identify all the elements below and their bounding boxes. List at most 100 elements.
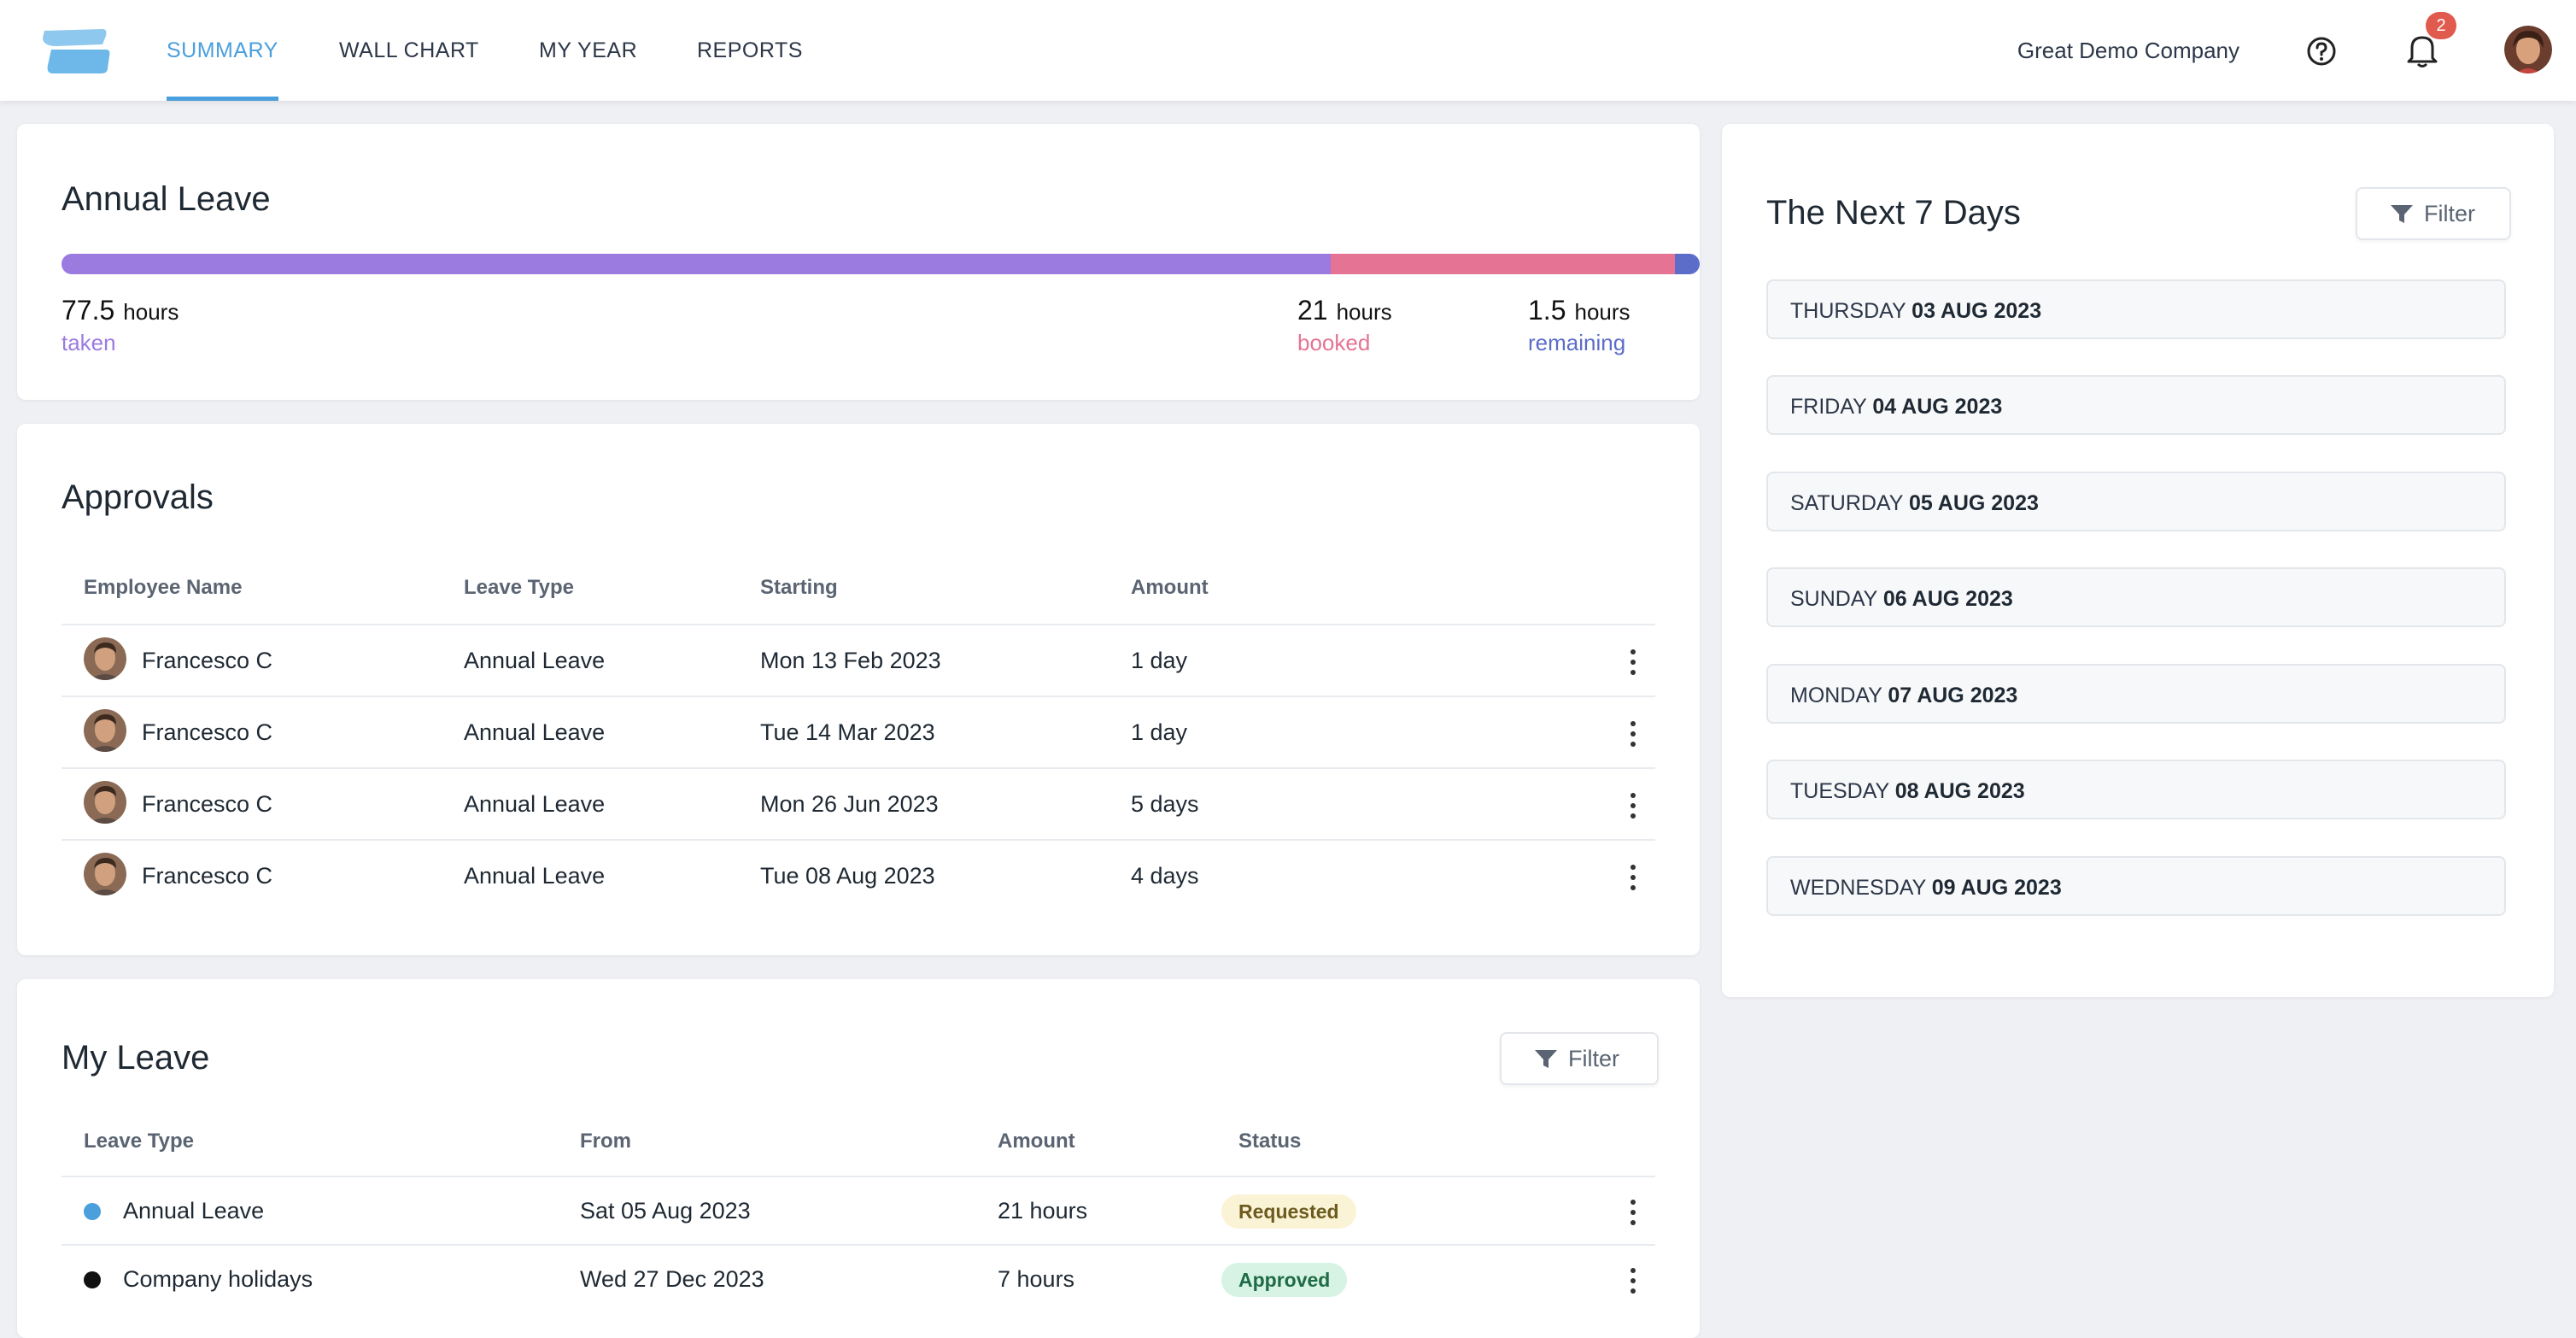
row-more-options-icon[interactable]	[1630, 865, 1636, 890]
employee-name[interactable]: Francesco C	[142, 719, 273, 745]
weekday: SATURDAY	[1790, 491, 1903, 515]
tab-wall-chart[interactable]: WALL CHART	[339, 38, 479, 62]
my-leave-card: My Leave Filter Leave Type From Amount S…	[17, 979, 1700, 1338]
date: 06 AUG 2023	[1882, 587, 2013, 611]
column-header-amount[interactable]: Amount	[1131, 576, 1209, 599]
leave-type-color-dot	[84, 1271, 101, 1288]
amount: 21 hours	[998, 1198, 1088, 1224]
row-more-options-icon[interactable]	[1630, 793, 1636, 819]
date: 08 AUG 2023	[1894, 779, 2025, 803]
row-more-options-icon[interactable]	[1630, 1200, 1636, 1225]
amount: 5 days	[1131, 791, 1199, 817]
row-divider	[61, 695, 1655, 697]
amount: 4 days	[1131, 863, 1199, 889]
column-header-starting[interactable]: Starting	[760, 576, 838, 599]
employee-name[interactable]: Francesco C	[142, 648, 273, 673]
leave-type-color-dot	[84, 1203, 101, 1220]
taken-label: taken	[61, 330, 116, 355]
weekday: MONDAY	[1790, 684, 1882, 707]
date: 05 AUG 2023	[1908, 491, 2039, 515]
remaining-stat: 1.5 hours remaining	[1528, 295, 1630, 356]
taken-segment	[61, 254, 1332, 274]
remaining-hours-value: 1.5	[1528, 295, 1566, 326]
leave-type: Annual Leave	[464, 863, 606, 889]
notification-count-badge: 2	[2426, 12, 2456, 39]
header-divider	[61, 624, 1655, 625]
booked-hours-value: 21	[1297, 295, 1328, 326]
weekday: FRIDAY	[1790, 395, 1867, 419]
row-divider	[61, 839, 1655, 841]
day-row-friday[interactable]: FRIDAY 04 AUG 2023	[1766, 375, 2506, 435]
day-row-tuesday[interactable]: TUESDAY 08 AUG 2023	[1766, 760, 2506, 819]
from-date: Wed 27 Dec 2023	[580, 1266, 764, 1292]
booked-hours-unit: hours	[1336, 299, 1392, 325]
status-badge: Approved	[1221, 1263, 1348, 1297]
booked-segment	[1331, 254, 1676, 274]
company-name[interactable]: Great Demo Company	[2017, 38, 2239, 63]
approvals-title: Approvals	[61, 478, 214, 516]
from-date: Sat 05 Aug 2023	[580, 1198, 751, 1224]
taken-hours-value: 77.5	[61, 295, 115, 326]
amount: 1 day	[1131, 719, 1188, 745]
top-navigation-bar: SUMMARY WALL CHART MY YEAR REPORTS Great…	[0, 0, 2576, 101]
remaining-segment	[1675, 254, 1700, 274]
starting-date: Tue 08 Aug 2023	[760, 863, 935, 889]
status-badge: Requested	[1221, 1194, 1356, 1229]
column-header-from[interactable]: From	[580, 1130, 631, 1153]
taken-hours-unit: hours	[123, 299, 179, 325]
weekday: WEDNESDAY	[1790, 876, 1926, 900]
starting-date: Mon 26 Jun 2023	[760, 791, 939, 817]
day-row-wednesday[interactable]: WEDNESDAY 09 AUG 2023	[1766, 856, 2506, 916]
starting-date: Tue 14 Mar 2023	[760, 719, 935, 745]
date: 04 AUG 2023	[1872, 395, 2003, 419]
column-header-leave-type[interactable]: Leave Type	[464, 576, 574, 599]
day-row-thursday[interactable]: THURSDAY 03 AUG 2023	[1766, 279, 2506, 339]
filter-icon	[2391, 205, 2413, 223]
my-leave-filter-button[interactable]: Filter	[1500, 1032, 1659, 1085]
header-divider	[61, 1176, 1655, 1177]
weekday: THURSDAY	[1790, 299, 1906, 323]
column-header-leave-type[interactable]: Leave Type	[84, 1130, 194, 1153]
tab-summary[interactable]: SUMMARY	[167, 0, 278, 101]
leave-balance-bar	[61, 254, 1700, 274]
day-row-monday[interactable]: MONDAY 07 AUG 2023	[1766, 664, 2506, 724]
day-row-sunday[interactable]: SUNDAY 06 AUG 2023	[1766, 567, 2506, 627]
tab-my-year[interactable]: MY YEAR	[539, 38, 638, 62]
employee-name[interactable]: Francesco C	[142, 863, 273, 889]
leave-type: Annual Leave	[464, 648, 606, 673]
help-icon[interactable]	[2306, 36, 2337, 67]
row-more-options-icon[interactable]	[1630, 1268, 1636, 1294]
weekday: TUESDAY	[1790, 779, 1889, 803]
tab-reports[interactable]: REPORTS	[697, 38, 803, 62]
row-more-options-icon[interactable]	[1630, 649, 1636, 675]
day-row-saturday[interactable]: SATURDAY 05 AUG 2023	[1766, 472, 2506, 531]
employee-name[interactable]: Francesco C	[142, 791, 273, 817]
amount: 7 hours	[998, 1266, 1075, 1292]
filter-icon	[1535, 1050, 1557, 1068]
column-header-status[interactable]: Status	[1238, 1130, 1302, 1153]
date: 07 AUG 2023	[1888, 684, 2018, 707]
my-leave-title: My Leave	[61, 1039, 210, 1077]
app-logo[interactable]	[39, 27, 111, 75]
filter-label: Filter	[2424, 201, 2475, 226]
remaining-hours-unit: hours	[1574, 299, 1630, 325]
column-header-amount[interactable]: Amount	[998, 1130, 1075, 1153]
booked-label: booked	[1297, 330, 1371, 355]
taken-stat: 77.5 hours taken	[61, 295, 179, 356]
starting-date: Mon 13 Feb 2023	[760, 648, 941, 673]
leave-type[interactable]: Annual Leave	[123, 1198, 265, 1224]
notifications-bell-icon[interactable]	[2405, 32, 2439, 68]
leave-type[interactable]: Company holidays	[123, 1266, 313, 1292]
employee-avatar	[84, 853, 126, 895]
amount: 1 day	[1131, 648, 1188, 673]
row-more-options-icon[interactable]	[1630, 721, 1636, 747]
column-header-employee-name[interactable]: Employee Name	[84, 576, 243, 599]
employee-avatar	[84, 637, 126, 680]
user-avatar[interactable]	[2504, 26, 2552, 73]
next-7-days-card: The Next 7 Days Filter THURSDAY 03 AUG 2…	[1722, 124, 2554, 997]
approvals-card: Approvals Employee Name Leave Type Start…	[17, 424, 1700, 955]
employee-avatar	[84, 781, 126, 824]
leave-type: Annual Leave	[464, 791, 606, 817]
next-days-filter-button[interactable]: Filter	[2356, 187, 2511, 240]
date: 03 AUG 2023	[1912, 299, 2042, 323]
